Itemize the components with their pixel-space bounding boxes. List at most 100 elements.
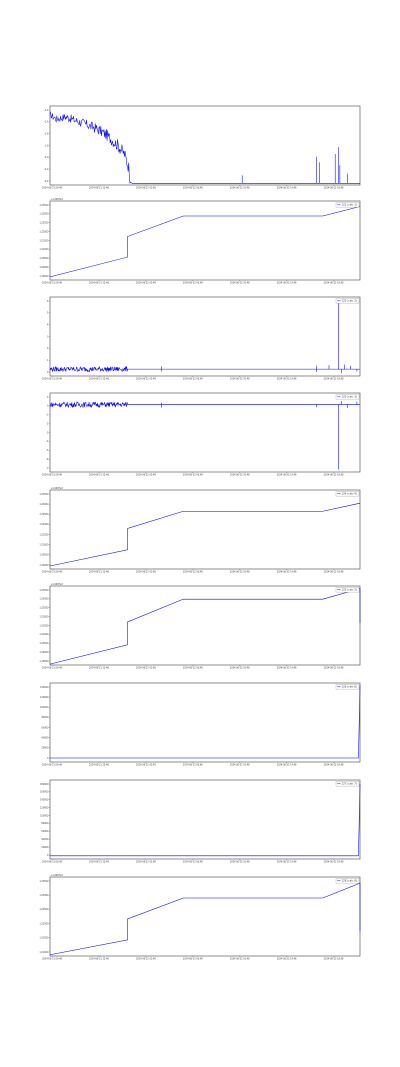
y-tick-label: 1.23500 <box>39 880 49 883</box>
legend-label: 122 (calc 2) <box>342 299 357 303</box>
x-tick-label: 2024-06-22 18:48 <box>324 570 344 573</box>
y-tick-label: 1.21500 <box>39 624 49 627</box>
x-tick-label: 2024-06-21 22:48 <box>89 570 109 573</box>
x-tick-label: 2024-06-21 22:48 <box>89 473 109 476</box>
plot-frame <box>49 489 361 570</box>
x-tick-label: 2024-06-21 22:48 <box>89 186 109 189</box>
x-tick-label: 2024-06-22 18:48 <box>324 281 344 284</box>
y-tick-label: 1.21500 <box>39 937 49 940</box>
y-tick-label: 1.21000 <box>39 544 49 547</box>
y-tick-label: -2 <box>46 422 49 425</box>
y-tick-label: 40000 <box>41 737 49 740</box>
chart-panel-3: 6 5 4 3 2 1 0 2024-06-21 09:48 2024-06-21 22:48 2… <box>42 296 361 380</box>
x-tick-label: 2024-06-22 10:48 <box>230 570 250 573</box>
x-tick-label: 2024-06-21 22:48 <box>89 860 109 863</box>
x-tick-label: 2024-06-21 22:48 <box>89 281 109 284</box>
legend-box <box>335 781 360 787</box>
x-tick-label: 2024-06-21 22:48 <box>89 763 109 766</box>
y-tick-label: 20000 <box>41 846 49 849</box>
axis-offset-label: +1.2087e3 <box>51 487 64 490</box>
y-tick-label: -6 <box>46 458 49 461</box>
y-tick-label: 1.20500 <box>39 554 49 557</box>
y-tick-label: 60000 <box>41 726 49 729</box>
y-tick-label: -2.0 <box>44 156 49 159</box>
x-tick-label: 2024-06-22 02:48 <box>136 377 156 380</box>
x-tick-label: 2024-06-22 06:48 <box>183 377 203 380</box>
y-tick-label: 20000 <box>41 747 49 750</box>
legend-box <box>335 202 360 208</box>
y-tick-label: 1 <box>47 359 49 362</box>
y-tick-label: 100000 <box>40 706 49 709</box>
x-tick-label: 2024-06-22 10:48 <box>230 860 250 863</box>
y-tick-label: 1.23000 <box>39 598 49 601</box>
legend-label: 126 (calc 6) <box>342 685 357 689</box>
y-tick-label: 1.22500 <box>39 607 49 610</box>
x-tick-label: 2024-06-22 18:48 <box>324 666 344 669</box>
chart-panel-1: -1.2 -1.4 -1.6 -1.8 -2.0 -2.2 -2.4 2024-06-21 0… <box>42 105 361 189</box>
y-tick-label: 1.20000 <box>39 564 49 567</box>
y-tick-label: -7 <box>46 467 49 470</box>
x-tick-label: 2024-06-22 14:48 <box>277 860 297 863</box>
x-tick-label: 2024-06-22 02:48 <box>136 860 156 863</box>
y-tick-label: -1.6 <box>44 132 49 135</box>
y-tick-label: 1.23000 <box>39 213 49 216</box>
plot-frame <box>49 392 361 473</box>
y-tick-label: 3 <box>47 335 49 338</box>
x-tick-label: 2024-06-22 06:48 <box>183 473 203 476</box>
x-tick-label: 2024-06-21 22:48 <box>89 377 109 380</box>
legend-label: 125 (calc 5) <box>342 588 357 592</box>
y-tick-label: 0 <box>47 757 49 760</box>
series-line-1 <box>49 401 360 409</box>
x-tick-label: 2024-06-22 14:48 <box>277 186 297 189</box>
x-tick-label: 2024-06-22 18:48 <box>324 763 344 766</box>
y-tick-label: -1.8 <box>44 144 49 147</box>
y-tick-label: 1.22500 <box>39 513 49 516</box>
plot-frame <box>49 105 361 186</box>
x-tick-label: 2024-06-21 09:48 <box>42 281 62 284</box>
x-tick-label: 2024-06-22 06:48 <box>183 763 203 766</box>
x-tick-label: 2024-06-22 10:48 <box>230 186 250 189</box>
series-line-1 <box>49 206 361 278</box>
y-tick-label: 1.20000 <box>39 266 49 269</box>
series-line-1 <box>49 588 361 665</box>
y-tick-label: -5 <box>46 449 49 452</box>
y-tick-label: 2 <box>47 347 49 350</box>
y-tick-label: 1.20500 <box>39 257 49 260</box>
x-tick-label: 2024-06-22 02:48 <box>136 281 156 284</box>
plot-frame <box>49 200 361 281</box>
x-tick-label: 2024-06-22 06:48 <box>183 860 203 863</box>
y-tick-label: 1.21000 <box>39 633 49 636</box>
x-tick-label: 2024-06-22 02:48 <box>136 186 156 189</box>
x-tick-label: 2024-06-21 22:48 <box>89 957 109 960</box>
y-tick-label: 40000 <box>41 838 49 841</box>
x-tick-label: 2024-06-21 09:48 <box>42 860 62 863</box>
y-tick-label: -2.2 <box>44 168 49 171</box>
y-tick-label: 1.21000 <box>39 248 49 251</box>
series-line-1 <box>50 783 361 857</box>
y-tick-label: -4 <box>46 440 49 443</box>
plot-frame <box>49 779 361 860</box>
x-tick-label: 2024-06-22 02:48 <box>136 473 156 476</box>
x-tick-label: 2024-06-22 10:48 <box>230 473 250 476</box>
x-tick-label: 2024-06-22 10:48 <box>230 957 250 960</box>
y-tick-label: 180000 <box>40 783 49 786</box>
y-tick-label: -1.2 <box>44 109 49 112</box>
x-tick-label: 2024-06-21 09:48 <box>42 377 62 380</box>
x-tick-label: 2024-06-22 02:48 <box>136 763 156 766</box>
x-tick-label: 2024-06-22 18:48 <box>324 957 344 960</box>
y-tick-label: 1.21000 <box>39 951 49 954</box>
y-tick-label: 1.20000 <box>39 651 49 654</box>
x-tick-label: 2024-06-22 10:48 <box>230 666 250 669</box>
legend-box <box>335 878 360 884</box>
x-tick-label: 2024-06-22 06:48 <box>183 666 203 669</box>
legend-label: 124 (calc 4) <box>342 492 357 496</box>
y-tick-label: 1.22500 <box>39 222 49 225</box>
y-tick-label: 60000 <box>41 830 49 833</box>
axis-offset-label: +1.2087e3 <box>51 583 64 586</box>
y-tick-label: 140000 <box>40 686 49 689</box>
axis-offset-label: +1.2087e3 <box>51 198 64 201</box>
legend-box <box>335 491 360 497</box>
legend-box <box>335 587 360 593</box>
